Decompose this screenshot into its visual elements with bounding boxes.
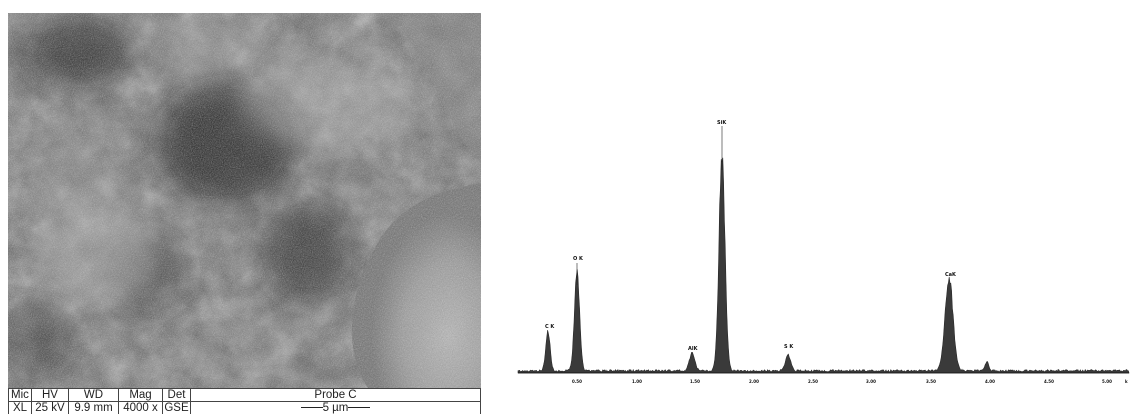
peak-label-sk: S K bbox=[784, 344, 794, 350]
x-tick-1.00: 1.00 bbox=[632, 379, 642, 384]
x-tick-4.50: 4.50 bbox=[1044, 379, 1054, 384]
mag-header: Mag bbox=[118, 388, 163, 402]
x-tick-4.00: 4.00 bbox=[985, 379, 995, 384]
peak-label-sik: SiK bbox=[717, 120, 727, 126]
scale-bar-line-left bbox=[300, 407, 323, 409]
hv-header: HV bbox=[31, 388, 69, 402]
x-tick-3.00: 3.00 bbox=[866, 379, 876, 384]
wd-header: WD bbox=[68, 388, 119, 402]
x-tick-0.50: 0.50 bbox=[572, 379, 582, 384]
x-tick-k: k bbox=[1125, 379, 1128, 384]
mic-value: XL bbox=[8, 401, 32, 414]
wd-value: 9.9 mm bbox=[68, 401, 119, 414]
x-tick-5.00: 5.00 bbox=[1102, 379, 1112, 384]
eds-spectrum-svg: C K O K AlK SiK S K CaK 0.50 1.00 1.50 2… bbox=[517, 120, 1130, 384]
sem-data-bar: Mic HV WD Mag Det Probe C XL 25 kV 9.9 m… bbox=[8, 388, 481, 414]
det-header: Det bbox=[162, 388, 191, 402]
x-tick-2.00: 2.00 bbox=[749, 379, 759, 384]
scale-bar-label: 5 µm bbox=[322, 402, 349, 414]
det-value: GSE bbox=[162, 401, 191, 414]
peak-label-cak: CaK bbox=[945, 272, 957, 278]
eds-spectrum: C K O K AlK SiK S K CaK 0.50 1.00 1.50 2… bbox=[516, 110, 1131, 410]
scale-bar: 5 µm bbox=[190, 401, 481, 414]
x-tick-3.50: 3.50 bbox=[926, 379, 936, 384]
peak-label-ck: C K bbox=[545, 324, 555, 330]
hv-value: 25 kV bbox=[31, 401, 69, 414]
mic-header: Mic bbox=[8, 388, 32, 402]
sem-micrograph-image bbox=[8, 13, 481, 388]
peak-label-ok: O K bbox=[573, 256, 584, 262]
peak-label-alk: AlK bbox=[688, 346, 699, 352]
x-tick-2.50: 2.50 bbox=[808, 379, 818, 384]
spectrum-trace bbox=[517, 157, 1130, 374]
mag-value: 4000 x bbox=[118, 401, 163, 414]
x-tick-1.50: 1.50 bbox=[690, 379, 700, 384]
probe-label: Probe C bbox=[190, 388, 481, 402]
scale-bar-line-right bbox=[348, 407, 371, 409]
sem-micrograph: Mic HV WD Mag Det Probe C XL 25 kV 9.9 m… bbox=[8, 13, 481, 414]
